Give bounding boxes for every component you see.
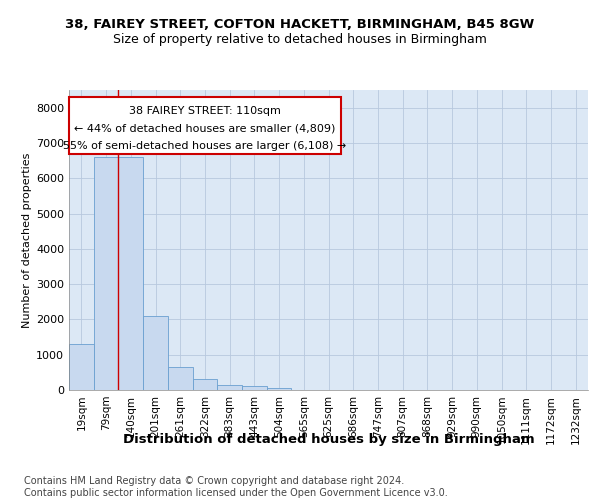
Bar — [118, 157, 143, 390]
Text: ← 44% of detached houses are smaller (4,809): ← 44% of detached houses are smaller (4,… — [74, 124, 335, 134]
Text: 55% of semi-detached houses are larger (6,108) →: 55% of semi-detached houses are larger (… — [64, 141, 347, 151]
Y-axis label: Number of detached properties: Number of detached properties — [22, 152, 32, 328]
Bar — [193, 380, 217, 390]
Bar — [217, 384, 242, 390]
Bar — [242, 386, 267, 390]
Text: Contains HM Land Registry data © Crown copyright and database right 2024.
Contai: Contains HM Land Registry data © Crown c… — [24, 476, 448, 498]
Bar — [267, 388, 292, 390]
Text: Size of property relative to detached houses in Birmingham: Size of property relative to detached ho… — [113, 32, 487, 46]
Bar — [69, 344, 94, 390]
Bar — [143, 316, 168, 390]
Bar — [168, 367, 193, 390]
Bar — [94, 157, 118, 390]
Text: 38 FAIREY STREET: 110sqm: 38 FAIREY STREET: 110sqm — [129, 106, 281, 116]
Text: 38, FAIREY STREET, COFTON HACKETT, BIRMINGHAM, B45 8GW: 38, FAIREY STREET, COFTON HACKETT, BIRMI… — [65, 18, 535, 30]
Text: Distribution of detached houses by size in Birmingham: Distribution of detached houses by size … — [123, 432, 535, 446]
FancyBboxPatch shape — [69, 97, 341, 154]
